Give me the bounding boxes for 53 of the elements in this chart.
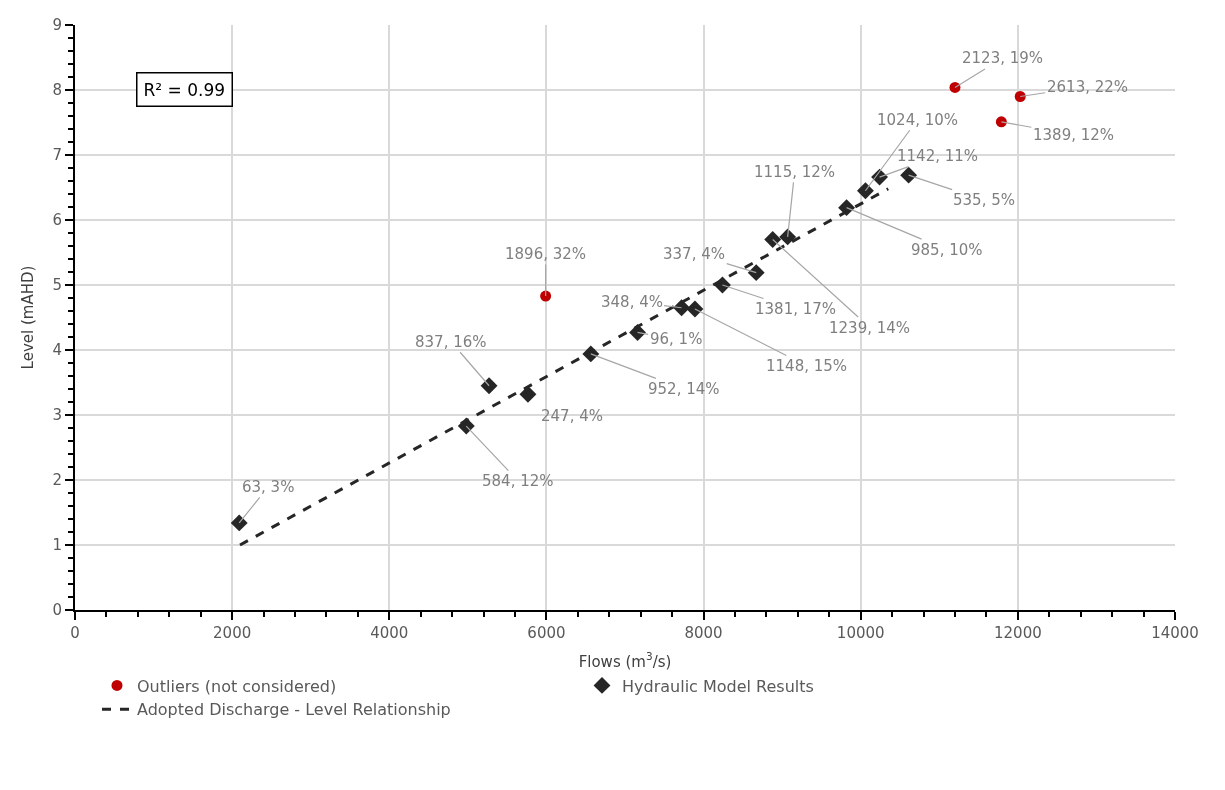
y-tick-label: 8: [52, 81, 62, 100]
x-tick-label: 2000: [213, 624, 252, 642]
y-tick-label: 6: [52, 211, 62, 230]
annotation: 2613, 22%: [1047, 78, 1129, 96]
x-tick-label: 12000: [994, 624, 1042, 642]
y-tick-label: 2: [52, 471, 62, 490]
annotation: 837, 16%: [415, 333, 487, 351]
point: [686, 300, 704, 318]
annotation: 1896, 32%: [505, 245, 587, 263]
annotation: 348, 4%: [601, 293, 663, 311]
annotation: 1381, 17%: [755, 300, 837, 318]
y-tick-label: 5: [52, 276, 62, 295]
annotation: 1239, 14%: [829, 319, 911, 337]
y-tick-label: 3: [52, 406, 62, 425]
annotation: 952, 14%: [648, 380, 720, 398]
x-tick-label: 10000: [836, 624, 885, 642]
point: [900, 166, 918, 184]
annotation: 337, 4%: [663, 245, 725, 263]
point: [519, 385, 537, 403]
annotation: 1142, 11%: [897, 147, 979, 165]
x-tick-label: 6000: [527, 624, 566, 642]
x-tick-label: 14000: [1151, 624, 1199, 642]
x-tick-label: 8000: [684, 624, 723, 642]
point: [764, 231, 782, 248]
annotation: 985, 10%: [911, 241, 983, 259]
y-tick-label: 4: [52, 341, 62, 360]
x-axis-title: Flows (m$^{3}$/s): [578, 650, 672, 671]
y-axis-title: Level (mAHD): [19, 265, 38, 370]
point: [540, 290, 552, 302]
x-tick-label: 0: [70, 624, 80, 642]
annotation: 1389, 12%: [1033, 126, 1115, 144]
y-tick-label: 0: [52, 601, 62, 620]
annotation: 247, 4%: [541, 407, 603, 425]
x-tick-label: 4000: [370, 624, 409, 642]
legend-label: Adopted Discharge - Level Relationship: [137, 700, 451, 720]
annotation: 584, 12%: [482, 472, 554, 490]
y-tick-label: 1: [52, 536, 62, 555]
legend-label: Hydraulic Model Results: [622, 676, 814, 696]
y-tick-label: 9: [52, 16, 62, 35]
annotation: 1148, 15%: [766, 357, 848, 375]
point: [230, 514, 248, 532]
legend-label: Outliers (not considered): [137, 676, 337, 696]
annotation: 2123, 19%: [962, 49, 1044, 67]
annotation: 63, 3%: [242, 478, 295, 496]
point: [480, 377, 498, 395]
annotation: 1115, 12%: [754, 163, 836, 181]
annotation: R² = 0.99: [143, 79, 226, 100]
point: [747, 264, 765, 282]
annotation: 96, 1%: [650, 330, 703, 348]
annotation: 535, 5%: [953, 191, 1015, 209]
annotation: 1024, 10%: [877, 111, 959, 129]
point: [856, 182, 874, 200]
y-tick-label: 7: [52, 146, 62, 165]
